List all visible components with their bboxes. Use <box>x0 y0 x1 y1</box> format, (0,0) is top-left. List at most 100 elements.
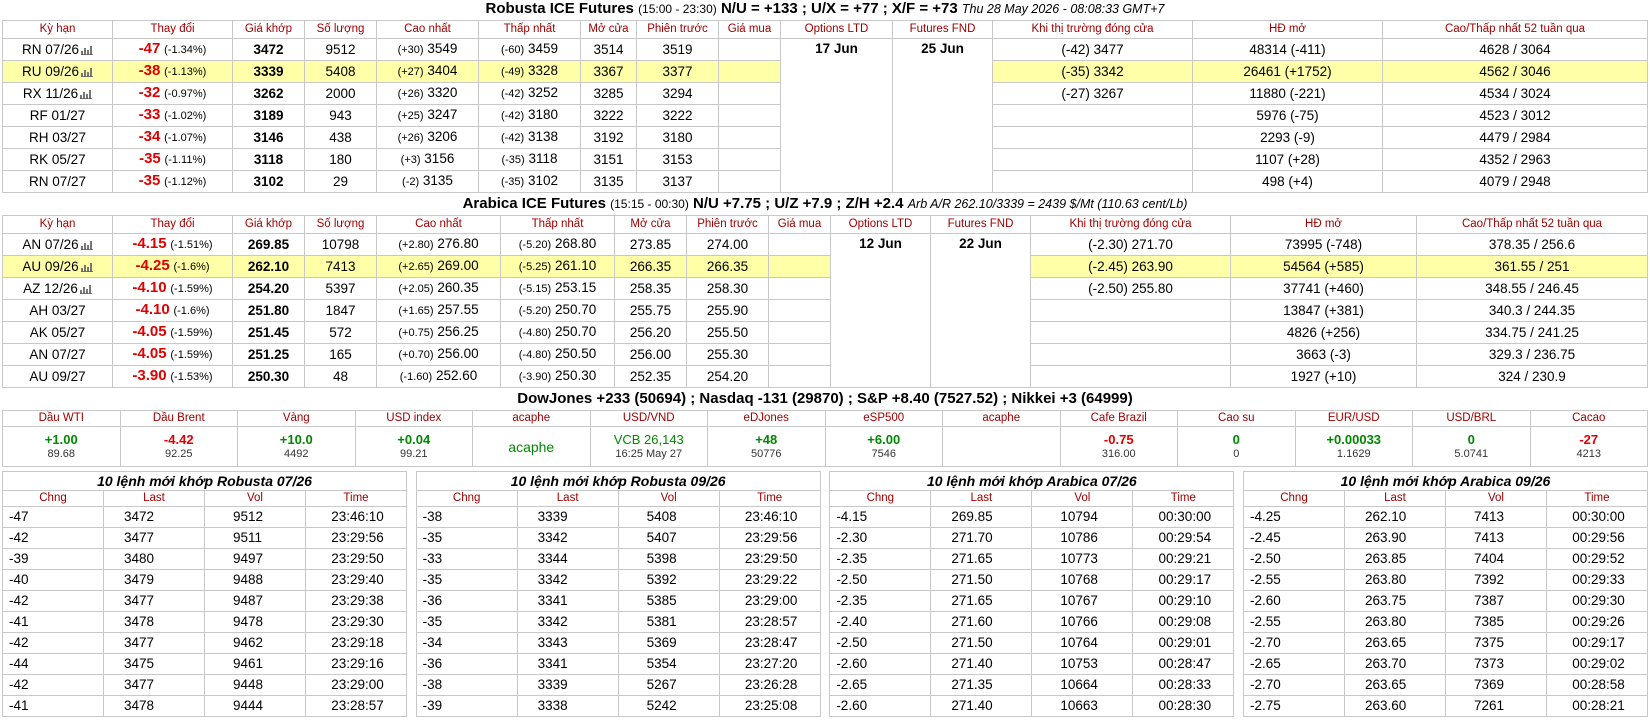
trade-row[interactable]: -2.45 263.90 7413 00:29:56 <box>1242 527 1648 549</box>
close-cell: (-42) 3477 <box>992 38 1193 61</box>
trade-row[interactable]: -40 3479 9488 23:29:40 <box>2 569 407 591</box>
market-cell[interactable] <box>942 426 1061 467</box>
range-52w: 4079 / 2948 <box>1382 170 1648 193</box>
trade-row[interactable]: -2.65 271.35 10664 00:28:33 <box>829 674 1235 696</box>
contract-row[interactable]: RF 01/27 -33 (-1.02%) 3189 943 (+25) 3247 (-4… <box>2 104 1648 127</box>
market-cell[interactable]: 0 5.0741 <box>1412 426 1531 467</box>
trade-row[interactable]: -2.75 263.60 7261 00:28:21 <box>1242 695 1648 717</box>
trade-row[interactable]: -2.65 263.70 7373 00:29:02 <box>1242 653 1648 675</box>
open-price: 3367 <box>580 60 637 83</box>
contract-row[interactable]: AU 09/27 -3.90 (-1.53%) 250.30 48 (-1.60) 25… <box>2 365 1648 388</box>
contract-row[interactable]: RU 09/26 -38 (-1.13%) 3339 5408 (+27) 3404 (-… <box>2 60 1648 83</box>
market-cell[interactable]: +1.00 89.68 <box>2 426 121 467</box>
contract-row[interactable]: RK 05/27 -35 (-1.11%) 3118 180 (+3) 3156 (-35… <box>2 148 1648 171</box>
trade-row[interactable]: -34 3343 5369 23:28:47 <box>415 632 821 654</box>
market-cell[interactable]: +6.00 7546 <box>824 426 943 467</box>
trade-row[interactable]: -35 3342 5381 23:28:57 <box>415 611 821 633</box>
contract-code-label: RF 01/27 <box>29 107 86 123</box>
trade-volume: 9512 <box>204 506 306 528</box>
volume: 2000 <box>304 82 377 105</box>
contract-row[interactable]: AZ 12/26 -4.10 (-1.59%) 254.20 5397 (+2.05) … <box>2 277 1648 300</box>
trade-row[interactable]: -2.55 263.80 7385 00:29:26 <box>1242 611 1648 633</box>
change-percent: (-1.11%) <box>164 154 206 166</box>
market-value: +10.0 <box>279 432 313 447</box>
trade-row[interactable]: -4.25 262.10 7413 00:30:00 <box>1242 506 1648 528</box>
bar-chart-icon[interactable] <box>81 45 94 55</box>
market-cell[interactable]: +10.0 4492 <box>237 426 356 467</box>
trade-row[interactable]: -36 3341 5354 23:27:20 <box>415 653 821 675</box>
contract-row[interactable]: AK 05/27 -4.05 (-1.59%) 251.45 572 (+0.75) 2… <box>2 321 1648 344</box>
trade-row[interactable]: -2.40 271.60 10766 00:29:08 <box>829 611 1235 633</box>
contract-row[interactable]: AU 09/26 -4.25 (-1.6%) 262.10 7413 (+2.65) 2… <box>2 255 1648 278</box>
market-cell[interactable]: +48 50776 <box>707 426 826 467</box>
prev-price: 3180 <box>636 126 719 149</box>
trade-row[interactable]: -42 3477 9511 23:29:56 <box>2 527 407 549</box>
trade-row[interactable]: -33 3344 5398 23:29:50 <box>415 548 821 570</box>
trade-last: 3339 <box>516 674 619 696</box>
trade-time: 00:29:26 <box>1545 611 1648 633</box>
trade-row[interactable]: -2.60 263.75 7387 00:29:30 <box>1242 590 1648 612</box>
trade-row[interactable]: -39 3338 5242 23:25:08 <box>415 695 821 717</box>
arabica-table: Kỳ hạn Thay đổi Giá khớp Số lượng Cao nhất Th… <box>2 215 1648 388</box>
trade-row[interactable]: -41 3478 9478 23:29:30 <box>2 611 407 633</box>
trades-col-header: Time <box>305 490 407 507</box>
trade-row[interactable]: -2.55 263.80 7392 00:29:33 <box>1242 569 1648 591</box>
col-header: Thay đổi <box>112 215 233 234</box>
trade-row[interactable]: -2.50 263.85 7404 00:29:52 <box>1242 548 1648 570</box>
last-price: 3102 <box>232 170 305 193</box>
contract-row[interactable]: RN 07/26 -47 (-1.34%) 3472 9512 (+30) 3549 (-… <box>2 38 1648 193</box>
trade-row[interactable]: -39 3480 9497 23:29:50 <box>2 548 407 570</box>
trade-row[interactable]: -2.35 271.65 10767 00:29:10 <box>829 590 1235 612</box>
trade-row[interactable]: -4.15 269.85 10794 00:30:00 <box>829 506 1235 528</box>
bar-chart-icon[interactable] <box>80 240 93 250</box>
market-cell[interactable]: acaphe <box>472 426 591 467</box>
trade-row[interactable]: -38 3339 5408 23:46:10 <box>415 506 821 528</box>
high-value: 3320 <box>427 85 458 100</box>
trade-row[interactable]: -42 3477 9487 23:29:38 <box>2 590 407 612</box>
market-cell[interactable]: +0.04 99.21 <box>354 426 473 467</box>
contract-row[interactable]: RN 07/27 -35 (-1.12%) 3102 29 (-2) 3135 (-35)… <box>2 170 1648 193</box>
col-header: Thấp nhất <box>500 215 615 234</box>
market-label: Cafe Brazil <box>1059 410 1178 427</box>
trade-row[interactable]: -2.50 271.50 10764 00:29:01 <box>829 632 1235 654</box>
trade-row[interactable]: -38 3339 5267 23:26:28 <box>415 674 821 696</box>
trade-row[interactable]: -47 3472 9512 23:46:10 <box>2 506 407 528</box>
trade-row[interactable]: -2.50 271.50 10768 00:29:17 <box>829 569 1235 591</box>
bar-chart-icon[interactable] <box>80 262 93 272</box>
trade-row[interactable]: -2.30 271.70 10786 00:29:54 <box>829 527 1235 549</box>
bar-chart-icon[interactable] <box>81 67 94 77</box>
market-cell[interactable]: VCB 26,143 16:25 May 27 <box>589 426 708 467</box>
trade-change: -2.65 <box>829 674 932 696</box>
trades-title-row: 10 lệnh mới khớp Robusta 09/26 <box>415 471 821 491</box>
trade-row[interactable]: -2.70 263.65 7369 00:28:58 <box>1242 674 1648 696</box>
market-cell[interactable]: +0.00033 1.1629 <box>1294 426 1413 467</box>
trade-row[interactable]: -2.35 271.65 10773 00:29:21 <box>829 548 1235 570</box>
contract-row[interactable]: AN 07/26 -4.15 (-1.51%) 269.85 10798 (+2.80)… <box>2 233 1648 388</box>
trade-volume: 9478 <box>204 611 306 633</box>
market-cell[interactable]: -4.42 92.25 <box>119 426 238 467</box>
trade-row[interactable]: -42 3477 9462 23:29:18 <box>2 632 407 654</box>
prev-price: 255.30 <box>686 343 769 366</box>
trade-row[interactable]: -35 3342 5392 23:29:22 <box>415 569 821 591</box>
trade-row[interactable]: -42 3477 9448 23:29:00 <box>2 674 407 696</box>
range-52w: 340.3 / 244.35 <box>1416 299 1648 322</box>
bar-chart-icon[interactable] <box>80 89 93 99</box>
market-sub: 1.1629 <box>1336 448 1371 460</box>
contract-row[interactable]: AH 03/27 -4.10 (-1.6%) 251.80 1847 (+1.65) 2… <box>2 299 1648 322</box>
trade-row[interactable]: -44 3475 9461 23:29:16 <box>2 653 407 675</box>
bar-chart-icon[interactable] <box>79 284 92 294</box>
trade-time: 00:30:00 <box>1132 506 1235 528</box>
trade-row[interactable]: -36 3341 5385 23:29:00 <box>415 590 821 612</box>
market-cell[interactable]: -27 4213 <box>1529 426 1648 467</box>
trade-row[interactable]: -2.70 263.65 7375 00:29:17 <box>1242 632 1648 654</box>
trade-row[interactable]: -2.60 271.40 10753 00:28:47 <box>829 653 1235 675</box>
market-cell[interactable]: -0.75 316.00 <box>1059 426 1178 467</box>
high-cell: (+25) 3247 <box>376 104 479 127</box>
trade-row[interactable]: -41 3478 9444 23:28:57 <box>2 695 407 717</box>
trade-row[interactable]: -2.60 271.40 10663 00:28:30 <box>829 695 1235 717</box>
trade-row[interactable]: -35 3342 5407 23:29:56 <box>415 527 821 549</box>
col-header: Cao/Thấp nhất 52 tuần qua <box>1416 215 1648 234</box>
contract-row[interactable]: AN 07/27 -4.05 (-1.59%) 251.25 165 (+0.70) 2… <box>2 343 1648 366</box>
